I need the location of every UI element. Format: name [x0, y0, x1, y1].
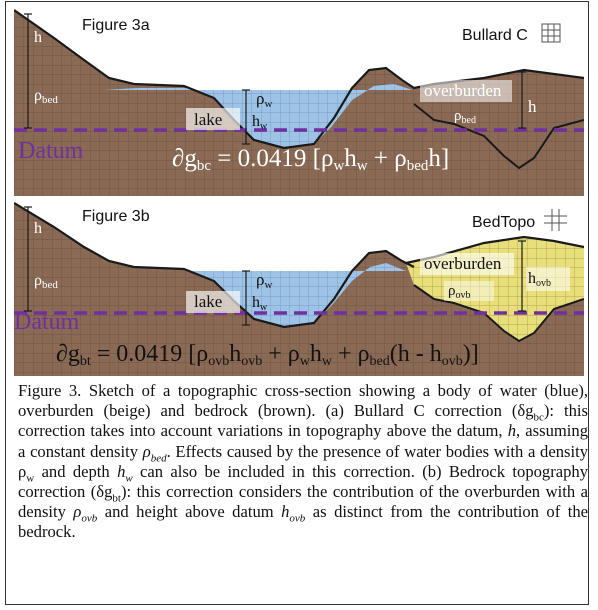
caption-italic: h	[507, 421, 516, 441]
label-rho-w-b: ρw	[256, 270, 272, 291]
label-h-left-b: h	[34, 220, 42, 237]
panel-a-diagram: Figure 3a Bullard C h ρbed ρw hw lake ov…	[14, 8, 584, 196]
caption-italic: hovb	[281, 502, 306, 525]
label-h-w-b: hw	[252, 294, 268, 313]
panel-b-diagram: Figure 3b BedTopo h ρbed ρw hw lake over…	[14, 201, 584, 376]
label-h-w: hw	[252, 113, 268, 132]
grid-icon-b	[544, 209, 567, 231]
panel-a-title: Figure 3a	[82, 17, 150, 34]
caption-text: ): this correction takes into account va…	[18, 401, 588, 441]
panel-a-method: Bullard C	[462, 27, 528, 44]
caption-text: as distinct from the contribution of the…	[18, 502, 588, 542]
caption-sub: bc	[533, 411, 544, 424]
caption-text: and height above datum	[97, 502, 282, 522]
label-h-ovb: hovb	[528, 270, 551, 289]
caption-text: Figure 3. Sketch of a topographic cross-…	[18, 381, 588, 421]
caption-text: ): this correction considers the contrib…	[18, 482, 588, 522]
label-h-left: h	[34, 29, 42, 46]
figure-frame: Figure 3a Bullard C h ρbed ρw hw lake ov…	[5, 1, 589, 605]
equation-bedtopo: ∂gbt = 0.0419 [ρovbhovb + ρwhw + ρbed(h …	[56, 341, 479, 369]
grid-icon	[541, 23, 561, 43]
label-overburden-b: overburden	[424, 254, 502, 273]
label-h-right: h	[528, 97, 537, 116]
panel-b: Figure 3b BedTopo h ρbed ρw hw lake over…	[14, 201, 584, 376]
label-overburden: overburden	[424, 81, 502, 100]
panel-b-method: BedTopo	[472, 214, 535, 231]
equation-bullard-c: ∂gbc = 0.0419 [ρwhw + ρbedh]	[172, 145, 449, 174]
caption-text: and depth	[34, 461, 118, 481]
caption-italic: hw	[117, 461, 133, 485]
caption-italic: ρovb	[73, 502, 98, 525]
caption-italic: ρbed	[142, 441, 167, 464]
caption-sub: w	[26, 472, 35, 485]
label-rho-ovb: ρovb	[448, 283, 471, 301]
label-lake: lake	[194, 110, 222, 129]
label-rho-bed-left: ρbed	[34, 87, 58, 106]
caption-sub: bt	[112, 492, 121, 505]
label-rho-bed-left-b: ρbed	[34, 272, 58, 291]
panel-b-title: Figure 3b	[82, 208, 150, 225]
label-rho-bed-right: ρbed	[454, 108, 476, 126]
figure-caption: Figure 3. Sketch of a topographic cross-…	[18, 381, 588, 543]
panel-a: Figure 3a Bullard C h ρbed ρw hw lake ov…	[14, 8, 584, 196]
label-datum: Datum	[18, 138, 84, 164]
caption-text: , assuming a constant density	[18, 421, 588, 461]
label-lake-b: lake	[194, 292, 222, 311]
caption-text: . Effects caused by the presence of wate…	[18, 441, 588, 481]
label-rho-w: ρw	[256, 89, 272, 110]
caption-text: can also be included in this correction.…	[18, 461, 588, 502]
label-datum-b: Datum	[14, 309, 80, 335]
